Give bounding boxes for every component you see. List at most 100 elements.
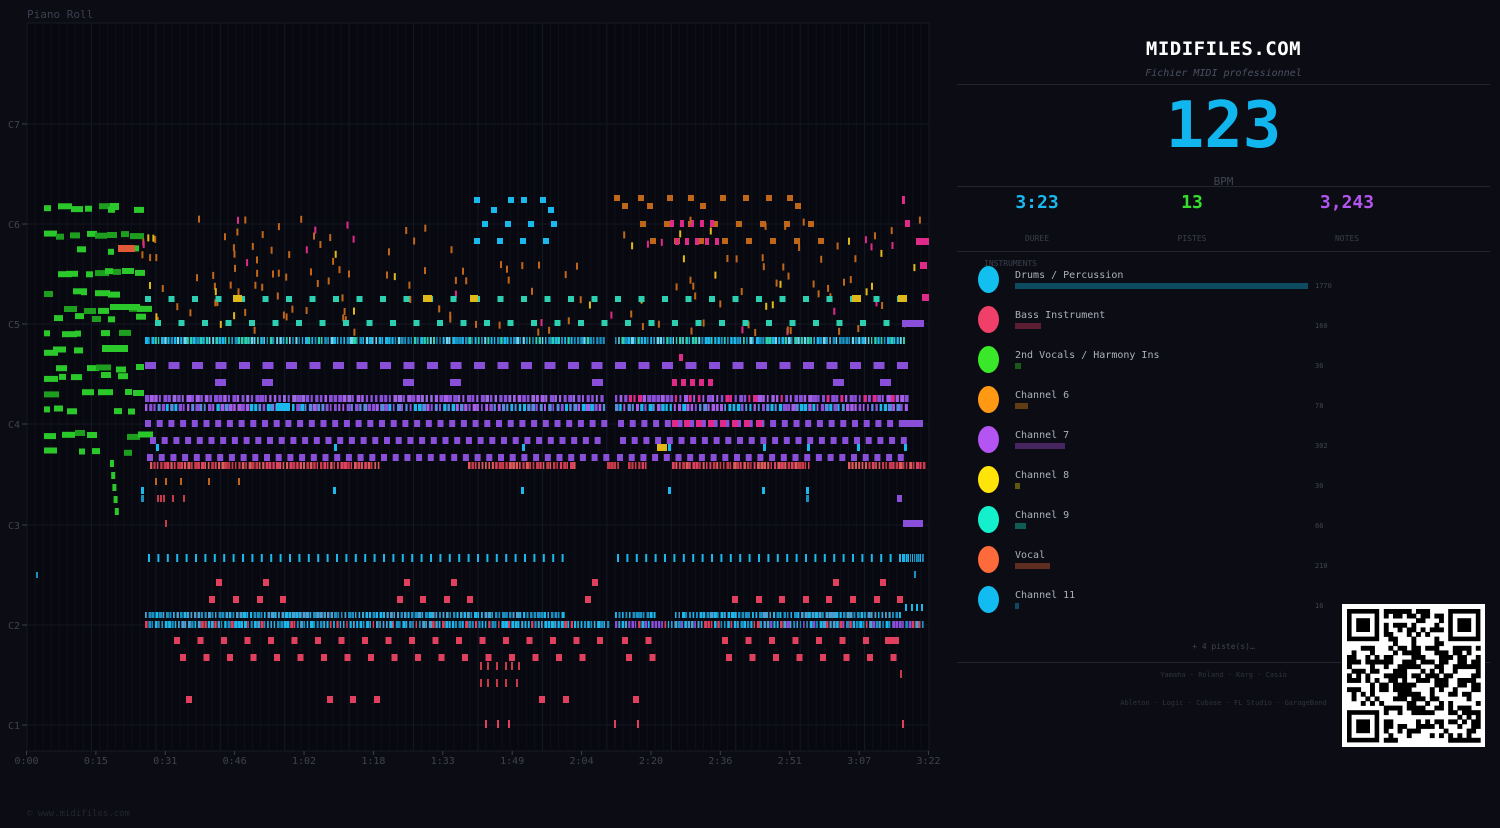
midi-note — [376, 404, 379, 411]
midi-note — [475, 621, 478, 628]
midi-note — [911, 604, 913, 611]
midi-note — [795, 437, 802, 444]
midi-note — [545, 395, 548, 402]
midi-note — [253, 621, 257, 628]
instrument-color-dot — [978, 346, 999, 373]
midi-note — [185, 437, 192, 444]
midi-note — [317, 404, 321, 411]
midi-note — [416, 454, 423, 461]
midi-note — [114, 508, 119, 515]
midi-note — [539, 404, 543, 411]
midi-note — [437, 420, 444, 427]
midi-note — [489, 404, 493, 411]
midi-note — [149, 282, 151, 289]
midi-note — [223, 554, 226, 562]
midi-note — [338, 395, 343, 402]
midi-note — [496, 662, 498, 670]
midi-note — [397, 404, 402, 411]
midi-note — [660, 238, 663, 246]
midi-note — [888, 404, 892, 411]
midi-note — [729, 554, 732, 562]
midi-note — [310, 268, 312, 276]
midi-note — [480, 662, 482, 670]
midi-note — [44, 291, 53, 297]
midi-note — [352, 235, 355, 243]
midi-note — [544, 362, 556, 369]
midi-note — [891, 395, 895, 402]
midi-note — [516, 612, 520, 618]
midi-note — [895, 395, 899, 402]
midi-note — [220, 404, 225, 411]
midi-note — [276, 292, 279, 300]
midi-note — [648, 320, 655, 326]
midi-note — [212, 271, 215, 279]
midi-note — [796, 654, 803, 661]
midi-note — [497, 362, 509, 369]
midi-note — [154, 395, 158, 402]
midi-note — [451, 621, 455, 628]
midi-note — [181, 395, 184, 402]
midi-note — [902, 621, 904, 628]
midi-note — [879, 621, 881, 628]
midi-note — [637, 720, 639, 728]
midi-note — [292, 404, 295, 411]
midi-note — [359, 337, 363, 344]
midi-note — [803, 621, 805, 628]
midi-note — [326, 554, 329, 562]
midi-note — [778, 404, 783, 411]
midi-note — [801, 462, 805, 469]
midi-note — [420, 337, 424, 344]
midi-note — [116, 366, 126, 373]
midi-note — [480, 395, 485, 402]
midi-note — [619, 404, 622, 411]
midi-note — [825, 612, 829, 618]
midi-note — [702, 395, 705, 402]
midi-note — [581, 404, 586, 411]
midi-note — [602, 337, 605, 344]
midi-note — [524, 437, 531, 444]
midi-note — [491, 612, 493, 618]
midi-note — [672, 379, 677, 386]
midi-note — [839, 621, 843, 628]
midi-note — [685, 612, 688, 618]
midi-note — [267, 612, 271, 618]
midi-note — [168, 621, 171, 628]
midi-note — [216, 404, 220, 411]
midi-note — [394, 337, 397, 344]
midi-note — [148, 621, 152, 628]
midi-note — [471, 337, 473, 344]
midi-note — [272, 270, 274, 278]
midi-note — [634, 462, 637, 469]
midi-note — [918, 554, 920, 562]
midi-note — [832, 612, 836, 618]
midi-note — [349, 337, 353, 344]
midi-note — [136, 364, 144, 370]
midi-note — [44, 406, 50, 413]
midi-note — [905, 220, 910, 227]
midi-note — [463, 612, 467, 618]
midi-note — [306, 612, 310, 618]
midi-note — [589, 337, 593, 344]
midi-note — [160, 495, 162, 502]
midi-note — [158, 395, 161, 402]
midi-note — [563, 395, 567, 402]
midi-note — [296, 462, 299, 469]
midi-note — [415, 621, 418, 628]
midi-note — [519, 337, 521, 344]
midi-note — [204, 621, 207, 628]
midi-note — [209, 337, 211, 344]
midi-note — [472, 420, 479, 427]
midi-note — [726, 255, 729, 262]
midi-note — [720, 612, 724, 618]
midi-note — [737, 437, 743, 444]
midi-note — [474, 337, 477, 344]
midi-note — [804, 462, 807, 469]
midi-note — [291, 637, 298, 644]
midi-note — [423, 337, 426, 344]
midi-note — [381, 337, 384, 344]
midi-note — [263, 621, 266, 628]
midi-note — [110, 203, 119, 210]
midi-note — [467, 395, 472, 402]
midi-note — [327, 277, 330, 285]
